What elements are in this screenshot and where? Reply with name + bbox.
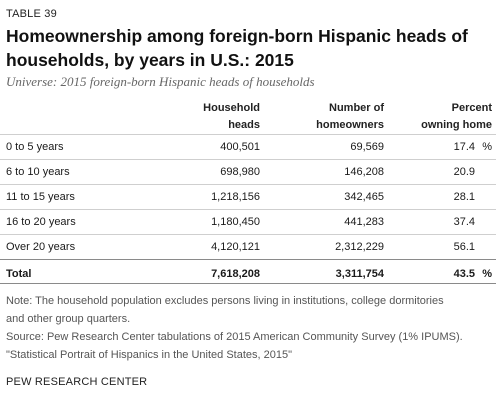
note-line: and other group quarters. [6, 313, 131, 325]
table-row: 0 to 5 years 400,501 69,569 17.4 % [0, 134, 496, 159]
household-heads-value: 7,618,208 [211, 268, 260, 280]
table-row-total: Total 7,618,208 3,311,754 43.5 % [0, 259, 496, 286]
table-row: 6 to 10 years 698,980 146,208 20.9 [0, 159, 496, 184]
homeowners-value: 2,312,229 [335, 241, 384, 253]
column-header-line: owning home [421, 119, 492, 131]
percent-value: 20.9 [453, 166, 475, 178]
column-header-line: Percent [451, 102, 492, 114]
household-heads-value: 4,120,121 [211, 241, 260, 253]
column-header-line: homeowners [316, 119, 384, 131]
note-line: Note: The household population excludes … [6, 295, 444, 307]
table-row: 16 to 20 years 1,180,450 441,283 37.4 [0, 209, 496, 234]
data-table: 0 to 5 years 400,501 69,569 17.4 % 6 to … [0, 134, 496, 286]
row-label: Total [6, 268, 32, 280]
table-universe: Universe: 2015 foreign-born Hispanic hea… [6, 74, 315, 89]
household-heads-value: 698,980 [220, 166, 260, 178]
percent-sign: % [482, 268, 492, 280]
row-label: 11 to 15 years [6, 191, 75, 203]
homeowners-value: 3,311,754 [335, 268, 384, 280]
column-header-line: Household [203, 102, 260, 114]
household-heads-value: 1,218,156 [211, 191, 260, 203]
table-notes: Note: The household population excludes … [6, 292, 492, 364]
homeowners-value: 69,569 [350, 141, 384, 153]
homeowners-value: 441,283 [344, 216, 384, 228]
percent-value: 43.5 [453, 268, 475, 280]
source-line: Source: Pew Research Center tabulations … [6, 331, 463, 343]
column-header-household-heads: Household heads [203, 100, 260, 134]
percent-sign: % [482, 141, 492, 153]
table-number: TABLE 39 [6, 8, 57, 20]
column-header-line: heads [228, 119, 260, 131]
row-label: 16 to 20 years [6, 216, 76, 228]
column-header-homeowners: Number of homeowners [316, 100, 384, 134]
homeowners-value: 342,465 [344, 191, 384, 203]
row-label: 6 to 10 years [6, 166, 70, 178]
row-label: Over 20 years [6, 241, 76, 253]
percent-value: 28.1 [453, 191, 475, 203]
percent-value: 37.4 [453, 216, 475, 228]
source-organization: PEW RESEARCH CENTER [6, 376, 148, 388]
table-row: 11 to 15 years 1,218,156 342,465 28.1 [0, 184, 496, 209]
table-row: Over 20 years 4,120,121 2,312,229 56.1 [0, 234, 496, 259]
household-heads-value: 1,180,450 [211, 216, 260, 228]
table-title: Homeownership among foreign-born Hispani… [6, 26, 468, 70]
report-title-line: "Statistical Portrait of Hispanics in th… [6, 349, 293, 361]
household-heads-value: 400,501 [220, 141, 260, 153]
table-bottom-rule [0, 283, 496, 284]
percent-value: 56.1 [453, 241, 475, 253]
column-header-percent: Percent owning home [421, 100, 492, 134]
row-label: 0 to 5 years [6, 141, 64, 153]
percent-value: 17.4 [453, 141, 475, 153]
homeowners-value: 146,208 [344, 166, 384, 178]
column-header-line: Number of [329, 102, 384, 114]
